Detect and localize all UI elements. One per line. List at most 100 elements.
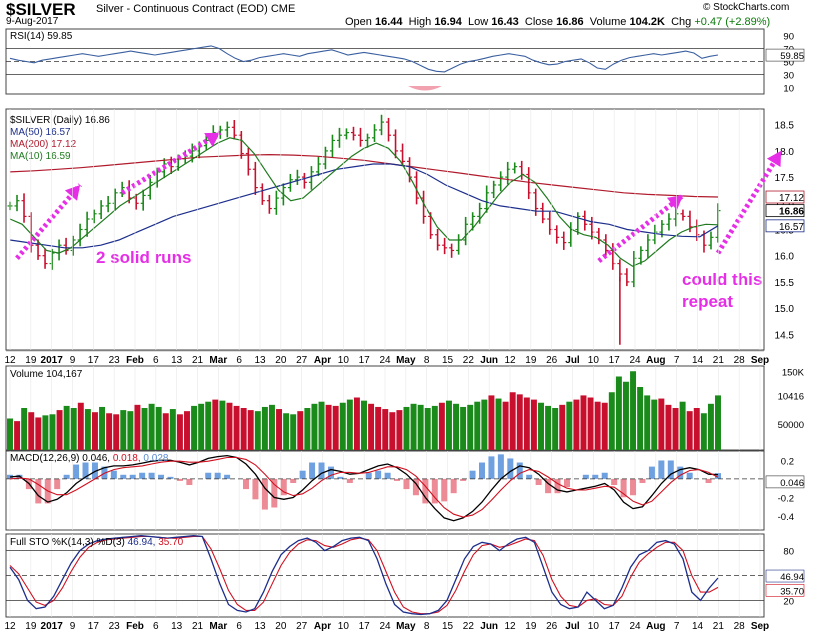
x-axis-label: Sep (751, 355, 769, 366)
price-bar (301, 172, 307, 189)
volume-bar (679, 401, 686, 450)
volume-bar (148, 403, 155, 450)
volume-bar (601, 402, 608, 450)
price-bar (63, 237, 69, 255)
macd-histogram-bar (384, 472, 391, 479)
x-axis-label: 12 (4, 355, 16, 366)
price-tag-text: 16.57 (779, 222, 804, 233)
volume-bar (283, 413, 290, 450)
x-axis-label: 10 (588, 355, 600, 366)
volume-bar (587, 397, 594, 450)
volume-bar (141, 408, 148, 450)
volume-bar (693, 408, 700, 450)
volume-bar (523, 397, 530, 450)
volume-bar (70, 408, 77, 450)
volume-tick-label: 10416 (778, 391, 804, 402)
x-axis-label-bottom: 17 (609, 621, 621, 632)
sto-label: Full STO %K(14,3) %D(3) 46.94, 35.70 (10, 537, 184, 548)
macd-histogram-bar (630, 478, 637, 496)
arrow-run-3-head (666, 195, 683, 211)
price-bar (498, 171, 504, 192)
price-tick-label: 14.5 (775, 330, 795, 341)
volume-bar (332, 405, 339, 450)
macd-histogram-bar (129, 474, 136, 479)
x-axis-label-bottom: 24 (629, 621, 641, 632)
chg-label: Chg (671, 16, 692, 28)
macd-histogram-bar (261, 478, 268, 510)
x-axis-label: Feb (126, 355, 144, 366)
x-axis-label: 19 (525, 355, 537, 366)
macd-histogram-bar (91, 462, 98, 479)
chg-value: +0.47 (+2.89%) (694, 16, 771, 28)
price-bar (350, 126, 356, 141)
macd-histogram-bar (205, 472, 212, 479)
volume-bar (410, 403, 417, 450)
sto-label-part: 35.70 (155, 537, 183, 548)
x-axis-label: Jun (480, 355, 498, 366)
volume-bar (559, 404, 566, 450)
x-axis-label-bottom: 12 (504, 621, 516, 632)
macd-histogram-bar (214, 472, 221, 479)
volume-bar (91, 412, 98, 450)
price-bar (231, 120, 237, 140)
macd-label-part: 0.046, (79, 453, 110, 464)
macd-histogram-bar (535, 478, 542, 486)
macd-histogram-bar (582, 474, 589, 479)
price-bar (329, 134, 335, 158)
arrow-run-3 (597, 193, 685, 263)
volume-bar (120, 410, 127, 450)
x-axis-label: 27 (296, 355, 308, 366)
macd-histogram-bar (35, 478, 42, 504)
x-axis-label: 7 (674, 355, 680, 366)
macd-histogram-bar (460, 478, 467, 481)
x-axis-label: 19 (25, 355, 37, 366)
volume-bar (637, 387, 644, 450)
high-value: 16.94 (434, 16, 462, 28)
macd-histogram-bar (412, 478, 419, 496)
x-axis-label-bottom: 7 (674, 621, 680, 632)
volume-bar (42, 415, 49, 450)
sto-value-tag-text: 35.70 (780, 586, 804, 597)
macd-histogram-bar (299, 470, 306, 479)
macd-histogram-bar (327, 466, 334, 479)
x-axis-label-bottom: 20 (275, 621, 287, 632)
volume-bar (403, 406, 410, 450)
macd-label: MACD(12,26,9) 0.046, 0.018, 0.028 (10, 453, 169, 464)
volume-bar (530, 399, 537, 450)
macd-histogram-bar (120, 474, 127, 479)
macd-histogram-bar (479, 462, 485, 479)
price-tag (765, 190, 805, 204)
x-axis-label: 9 (70, 355, 76, 366)
volume-bar (445, 400, 452, 450)
price-bar (582, 210, 588, 231)
volume-bar (219, 400, 226, 450)
rsi-oversold-fill (408, 86, 442, 91)
price-bar (414, 171, 420, 205)
price-bar (343, 128, 349, 140)
volume-bar (686, 411, 693, 450)
x-axis-label: 26 (546, 355, 558, 366)
x-axis-label: 13 (171, 355, 183, 366)
price-bar (603, 234, 609, 256)
volume-bar (700, 413, 707, 450)
volume-bar (184, 411, 190, 450)
rsi-tick-label: 30 (783, 71, 794, 82)
macd-histogram-bar (54, 478, 61, 490)
macd-histogram-bar (441, 478, 448, 502)
x-axis-label-bottom: 21 (192, 621, 204, 632)
macd-histogram-bar (677, 466, 684, 479)
volume-bar (198, 403, 205, 450)
x-axis-label-bottom: Apr (314, 621, 331, 632)
volume-bar (290, 414, 297, 450)
macd-histogram-bar (526, 474, 533, 479)
volume-bar (488, 395, 495, 450)
macd-histogram-bar (224, 474, 231, 479)
x-axis-label-bottom: 26 (546, 621, 558, 632)
volume-bar (339, 402, 346, 450)
x-axis-label-bottom: Feb (126, 621, 144, 632)
price-bar (554, 225, 560, 244)
price-bar (386, 117, 392, 142)
price-tag (765, 204, 805, 218)
arrow-run-2-shaft (120, 130, 222, 195)
volume-bar (35, 417, 42, 450)
